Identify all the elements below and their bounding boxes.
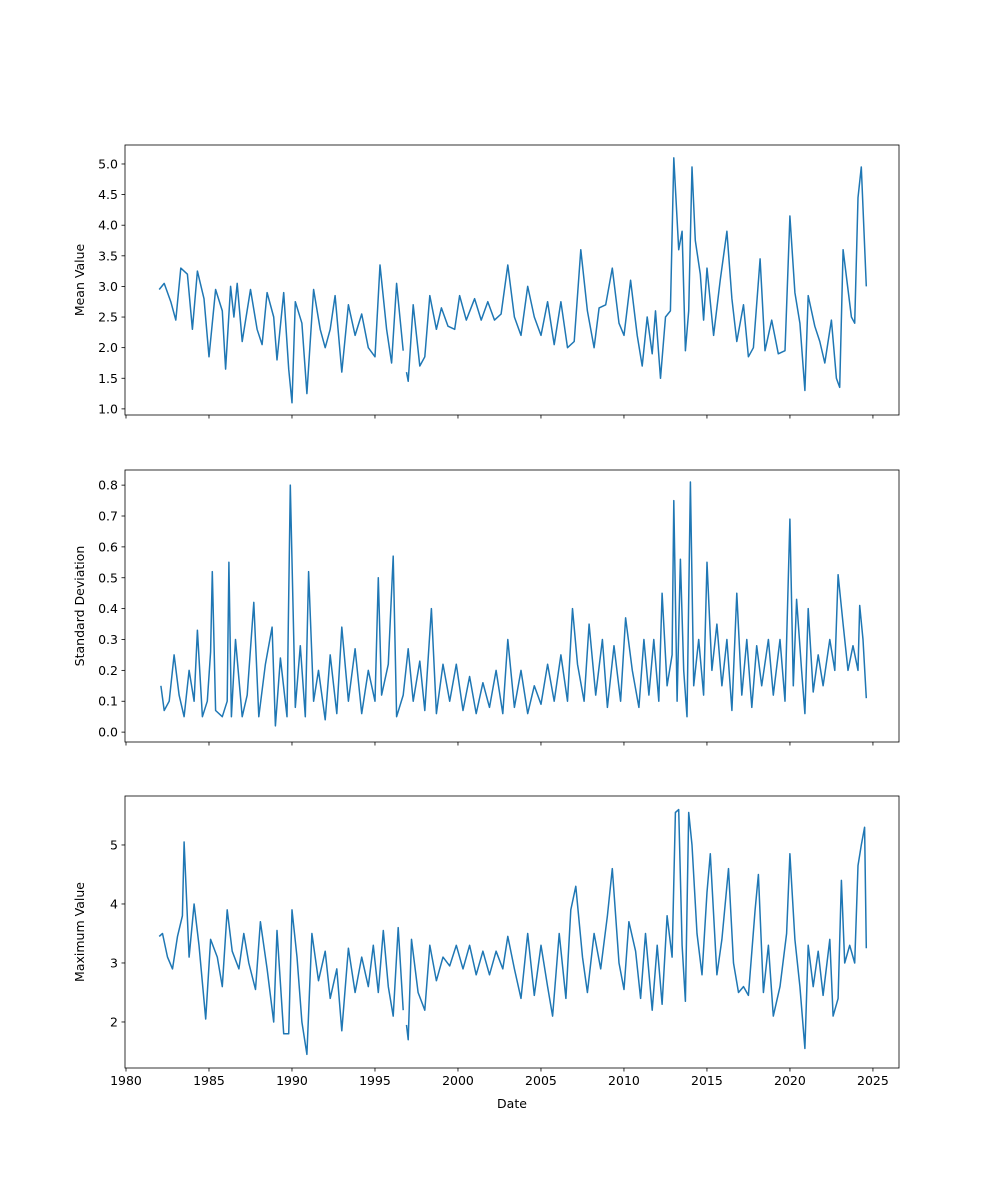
series-line: [158, 808, 868, 1056]
y-tick-label: 1.5: [98, 371, 118, 386]
y-tick-label: 3.0: [98, 279, 118, 294]
subplot-1: 1.0 1.5 2.0 2.5 3.0 3.5 4.0 4.5 5.0 Mean Value: [72, 144, 900, 419]
y-tick-label: 0.0: [98, 725, 118, 740]
y-tick-label: 4.0: [98, 218, 118, 233]
y-tick-label: 0.1: [98, 694, 118, 709]
x-tick-label: 1995: [359, 1073, 391, 1088]
series-line: [158, 157, 868, 404]
y-tick-label: 4.5: [98, 187, 118, 202]
y-axis-label: Mean Value: [72, 244, 87, 317]
y-tick-label: 0.5: [98, 570, 118, 585]
y-tick-label: 4: [110, 896, 118, 911]
y-tick-label: 3: [110, 955, 118, 970]
y-tick-label: 0.6: [98, 539, 118, 554]
y-axis-label: Standard Deviation: [72, 546, 87, 667]
y-tick-label: 1.0: [98, 401, 118, 416]
y-axis-label: Maximum Value: [72, 882, 87, 982]
y-tick-label: 3.5: [98, 248, 118, 263]
y-tick-label: 0.8: [98, 478, 118, 493]
x-tick-label: 2000: [442, 1073, 474, 1088]
subplot-2: 0.0 0.1 0.2 0.3 0.4 0.5 0.6 0.7 0.8 Standard Devi…: [72, 469, 900, 746]
axes-frame: [124, 144, 900, 416]
y-tick-label: 2.0: [98, 340, 118, 355]
y-tick-label: 0.7: [98, 509, 118, 524]
y-tick-label: 0.3: [98, 632, 118, 647]
x-tick-label: 2005: [525, 1073, 557, 1088]
series-line: [160, 481, 868, 727]
axes-frame: [124, 795, 900, 1069]
y-tick-label: 2: [110, 1014, 118, 1029]
subplot-3: 2 3 4 5 1980 1985 1990 1995 2000 2005 2010 2015 2020…: [72, 795, 900, 1111]
x-tick-label: 2010: [608, 1073, 640, 1088]
y-tick-label: 5.0: [98, 156, 118, 171]
y-tick-label: 0.4: [98, 601, 118, 616]
x-tick-label: 2015: [691, 1073, 723, 1088]
x-tick-label: 2025: [857, 1073, 889, 1088]
x-tick-label: 1990: [276, 1073, 308, 1088]
y-tick-label: 0.2: [98, 663, 118, 678]
x-tick-label: 2020: [774, 1073, 806, 1088]
x-tick-label: 1985: [193, 1073, 225, 1088]
x-axis-label: Date: [497, 1096, 527, 1111]
x-tick-label: 1980: [110, 1073, 142, 1088]
y-tick-label: 2.5: [98, 310, 118, 325]
y-tick-label: 5: [110, 837, 118, 852]
axes-frame: [124, 469, 900, 743]
